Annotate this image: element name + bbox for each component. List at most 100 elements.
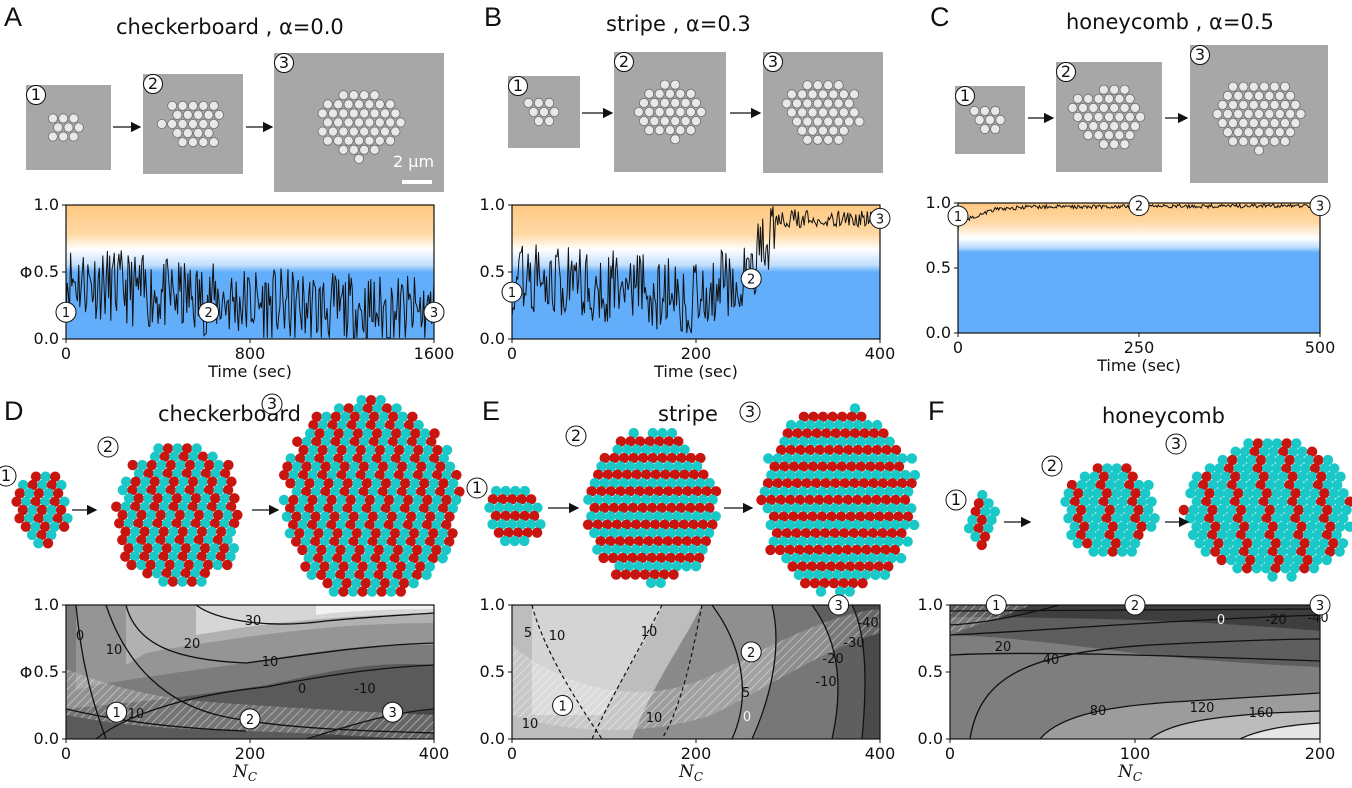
particle xyxy=(801,453,812,464)
particle xyxy=(880,519,891,531)
particle xyxy=(310,486,322,497)
marker-badge xyxy=(1165,433,1187,455)
particle xyxy=(1222,127,1233,138)
particle xyxy=(612,444,623,455)
particle xyxy=(1338,488,1349,499)
particle xyxy=(165,509,176,521)
x-axis-label: Time (sec) xyxy=(1096,356,1181,375)
marker-badge xyxy=(614,52,634,72)
y-axis-label: Φ xyxy=(20,663,33,682)
particle xyxy=(685,107,696,118)
particle xyxy=(222,484,234,496)
particle xyxy=(828,89,839,100)
particle xyxy=(691,536,702,547)
particle xyxy=(1321,554,1333,566)
particle xyxy=(358,486,369,497)
particle xyxy=(421,569,432,581)
contour-label: 10 xyxy=(549,629,566,644)
particle xyxy=(673,436,684,447)
particle xyxy=(389,553,401,564)
particle xyxy=(681,511,693,522)
particle xyxy=(787,511,799,522)
particle xyxy=(319,511,331,522)
particle xyxy=(1271,488,1282,499)
particle xyxy=(1126,521,1138,532)
particle xyxy=(1259,136,1270,147)
y-tick-label: 1.0 xyxy=(918,595,943,614)
particle xyxy=(694,477,706,489)
particle xyxy=(1095,504,1106,516)
particle xyxy=(1235,529,1247,541)
particle xyxy=(368,411,380,422)
particle xyxy=(127,459,138,471)
particle xyxy=(167,551,179,562)
particle xyxy=(828,107,839,118)
particle xyxy=(1280,538,1291,549)
particle xyxy=(232,509,243,521)
x-tick-label: 0 xyxy=(61,344,71,363)
particle xyxy=(819,528,831,539)
data-line xyxy=(65,250,435,339)
micrograph: 3 xyxy=(274,53,444,192)
particle xyxy=(1123,529,1135,541)
particle xyxy=(762,478,774,489)
particle xyxy=(979,105,990,116)
particle xyxy=(1252,488,1263,499)
particle xyxy=(1228,81,1239,92)
particle xyxy=(206,551,217,562)
particle xyxy=(1094,529,1106,541)
particle xyxy=(300,561,311,572)
particle xyxy=(1254,90,1265,101)
particle xyxy=(1309,463,1321,474)
particle xyxy=(393,519,404,531)
particle xyxy=(811,428,822,439)
particle xyxy=(865,436,876,447)
particle xyxy=(1258,496,1269,507)
particle xyxy=(1285,109,1296,120)
particle xyxy=(844,561,856,572)
particle xyxy=(33,538,44,549)
particle xyxy=(886,503,898,514)
particle xyxy=(652,561,663,572)
particle xyxy=(1261,513,1272,524)
particle xyxy=(820,428,832,439)
particle xyxy=(1287,471,1298,482)
plot-marker-label: 1 xyxy=(992,599,1000,614)
particle xyxy=(976,539,987,551)
particle xyxy=(447,478,459,489)
particle xyxy=(691,116,702,127)
particle xyxy=(1072,93,1083,104)
particle xyxy=(843,419,854,431)
particle xyxy=(827,436,838,447)
particle xyxy=(349,461,360,472)
particle xyxy=(662,511,674,522)
particle xyxy=(665,88,676,99)
particle xyxy=(313,528,324,539)
particle xyxy=(397,436,408,447)
particle xyxy=(140,476,151,487)
particle xyxy=(669,469,680,480)
scale-bar xyxy=(402,180,432,184)
particle xyxy=(798,436,809,447)
particle xyxy=(379,578,391,589)
particle xyxy=(326,494,337,506)
particle xyxy=(670,79,681,90)
particle xyxy=(833,419,845,431)
plot-marker-label: 2 xyxy=(204,306,212,321)
particle xyxy=(199,543,211,554)
particle xyxy=(676,452,687,464)
particle xyxy=(796,561,808,572)
particle xyxy=(1344,496,1352,507)
particle xyxy=(897,453,908,464)
particle xyxy=(193,109,204,120)
particle xyxy=(225,501,237,512)
plot-marker xyxy=(501,281,523,303)
particle xyxy=(1078,121,1089,132)
particle xyxy=(177,526,189,537)
particle xyxy=(582,519,594,530)
particle xyxy=(346,419,357,431)
particle xyxy=(1069,521,1080,532)
particle xyxy=(368,461,379,472)
particle xyxy=(291,511,302,522)
particle xyxy=(33,513,44,524)
